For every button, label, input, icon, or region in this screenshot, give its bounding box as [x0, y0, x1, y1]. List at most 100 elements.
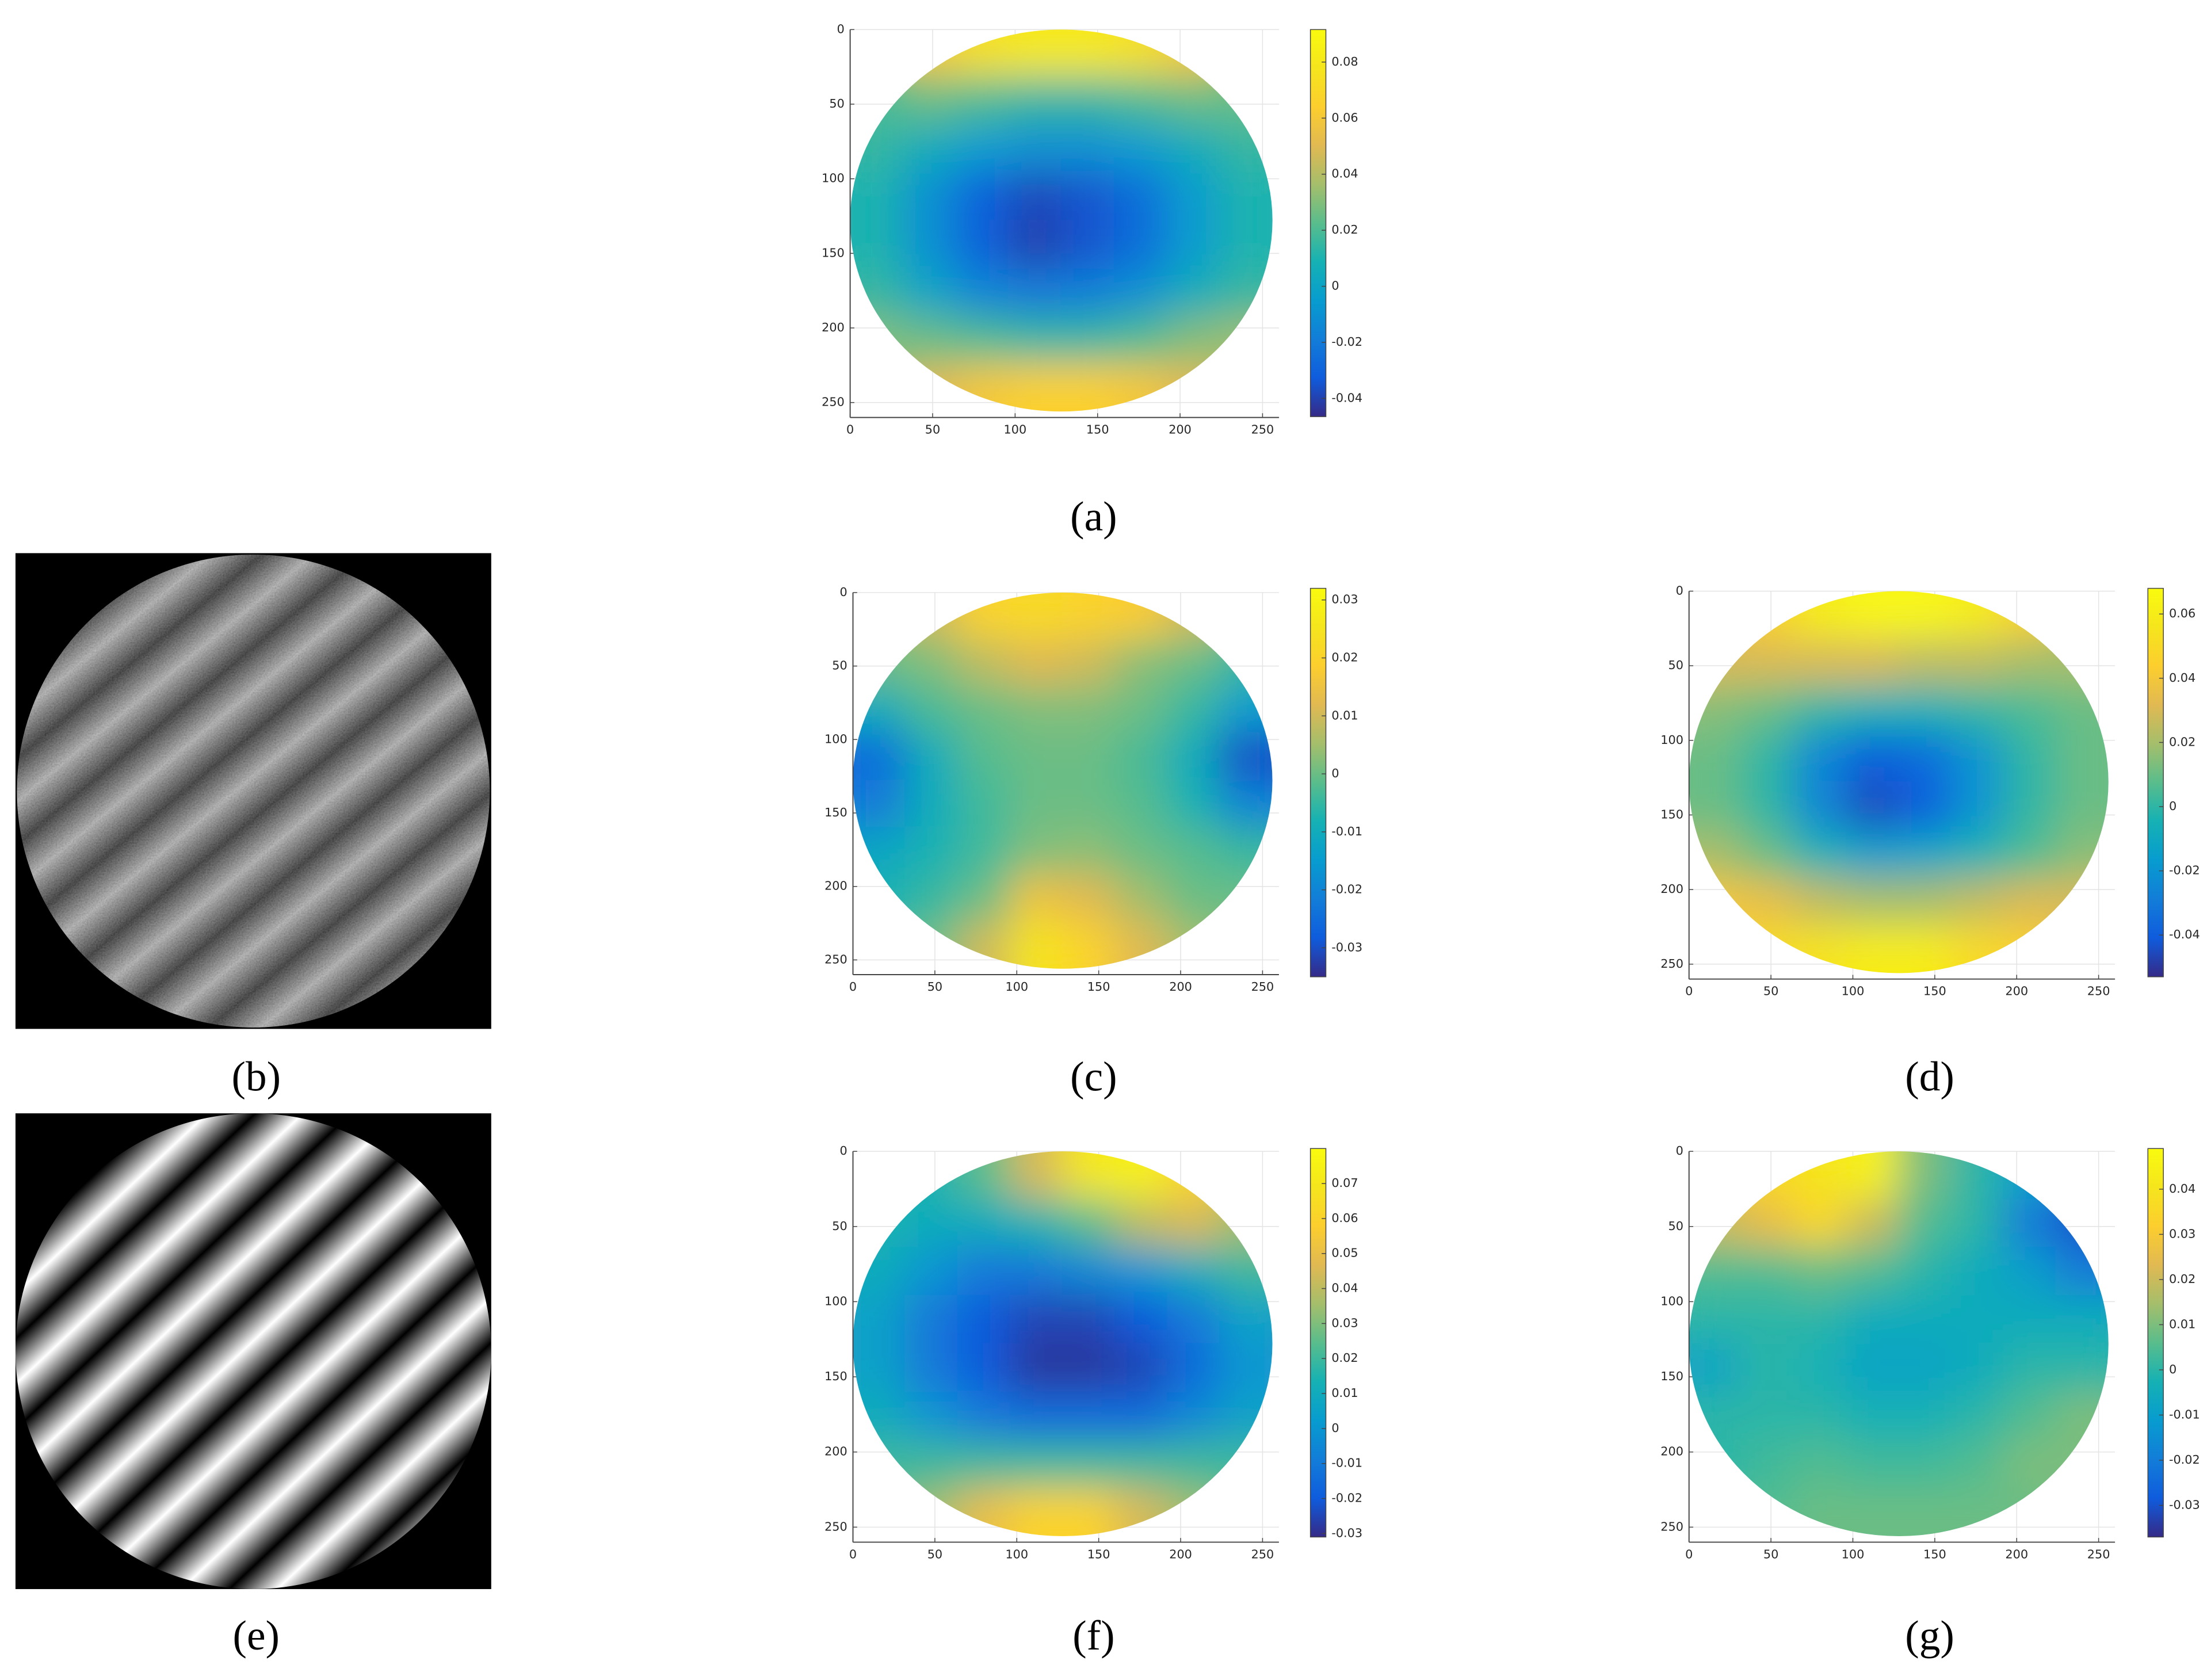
heatmap-cell [1007, 268, 1062, 317]
heatmap-cell [853, 639, 906, 688]
heatmap-cell [1689, 1439, 1743, 1489]
heatmap-cell [850, 124, 904, 174]
heatmap-cells [850, 29, 1273, 412]
y-tick-label: 150 [824, 1369, 847, 1383]
colorbar-tick-label: -0.02 [1331, 335, 1362, 349]
heatmap-cell [1167, 1391, 1221, 1441]
heatmap-cell [853, 1247, 906, 1297]
heatmap-cell [1007, 220, 1062, 269]
heatmap-cell [957, 732, 1011, 782]
heatmap-cell [1113, 77, 1168, 126]
x-tick-label: 250 [2087, 1547, 2110, 1561]
heatmap-cell [957, 1247, 1011, 1297]
heatmap-cell [1009, 732, 1064, 782]
x-tick-label: 200 [2005, 1547, 2028, 1561]
heatmap-cell [1950, 1295, 2004, 1345]
heatmap-cell [2055, 1439, 2109, 1489]
heatmap-cell [904, 1247, 959, 1297]
heatmap-cell [850, 220, 904, 269]
x-tick-label: 50 [927, 1547, 942, 1561]
heatmap-cell [853, 686, 906, 735]
heatmap-cell [957, 827, 1011, 876]
heatmap-cell [954, 77, 1010, 126]
heatmap-cell [1062, 1439, 1116, 1489]
heatmap-cell [1950, 734, 2004, 783]
heatmap-cell [1740, 1198, 1795, 1248]
heatmap-cell [2055, 877, 2109, 926]
heatmap-surface [853, 1151, 1273, 1536]
heatmap-cell [957, 1439, 1011, 1489]
heatmap-cell [1845, 1343, 1900, 1393]
heatmap-cell [1114, 592, 1169, 640]
heatmap-cell [1167, 1487, 1221, 1536]
colorbar-tick-label: -0.02 [1331, 883, 1362, 896]
y-tick-label: 0 [840, 1144, 847, 1158]
heatmap-cell [1009, 874, 1064, 923]
heatmap-cell [1689, 877, 1743, 926]
heatmap-cell [1167, 1295, 1221, 1345]
heatmap-cell [853, 1295, 906, 1345]
heatmap-cell [1950, 781, 2004, 831]
x-tick-label: 250 [1251, 1547, 1274, 1561]
colorbar-tick-label: 0.02 [1331, 223, 1358, 236]
y-tick-label: 0 [840, 585, 847, 599]
heatmap-cell [1740, 591, 1795, 640]
colorbar-tick-label: 0.06 [1331, 110, 1358, 124]
heatmap-cell [1950, 1343, 2004, 1393]
heatmap-cell [1740, 1295, 1795, 1345]
heatmap-cell [1219, 639, 1273, 688]
colorbar-tick-label: 0 [1331, 766, 1339, 780]
colorbar-tick-label: 0.05 [1331, 1246, 1358, 1260]
heatmap-cell [1166, 220, 1221, 269]
colorbar [2147, 587, 2164, 978]
heatmap-cell [902, 124, 957, 174]
heatmap-cell [1793, 1391, 1847, 1441]
heatmap-cell [1009, 686, 1064, 735]
heatmap-cell [1167, 780, 1221, 828]
heatmap-cell [1167, 686, 1221, 735]
heatmap-cell [1009, 921, 1064, 969]
heatmap-cell [904, 1198, 959, 1248]
heatmap-cell [1740, 734, 1795, 783]
heatmap-cell [902, 77, 957, 126]
fringe-image-b [15, 553, 491, 1029]
heatmap-cell [904, 1295, 959, 1345]
heatmap-cell [1845, 1295, 1900, 1345]
heatmap-cell [1167, 1151, 1221, 1200]
y-tick-label: 250 [824, 1519, 847, 1533]
colorbar-tick-label: 0.07 [1331, 1176, 1358, 1190]
heatmap-cell [1060, 77, 1115, 126]
y-tick-label: 150 [822, 246, 845, 259]
x-tick-label: 150 [1086, 423, 1109, 437]
y-tick-label: 0 [1676, 583, 1683, 597]
colorbar-tick-label: 0.02 [1331, 651, 1358, 665]
heatmap-cell [2055, 638, 2109, 688]
heatmap-cell [1845, 1198, 1900, 1248]
heatmap-cell [1793, 638, 1847, 688]
heatmap-cell [1219, 124, 1273, 174]
heatmap-cells [1689, 1151, 2109, 1536]
heatmap-cell [957, 1198, 1011, 1248]
heatmap-cell [1793, 1247, 1847, 1297]
x-tick-label: 0 [849, 1547, 857, 1561]
heatmap-cell [1062, 732, 1116, 782]
heatmap-cell [904, 592, 959, 640]
heatmap-cell [1114, 732, 1169, 782]
heatmap-cell [902, 172, 957, 222]
heatmap-cell [1166, 77, 1221, 126]
heatmap-cell [1689, 781, 1743, 831]
heatmap-cell [902, 315, 957, 365]
colorbar-tick-label: 0 [1331, 1421, 1339, 1435]
heatmap-cell [1113, 363, 1168, 412]
heatmap-cell [1740, 1247, 1795, 1297]
heatmap-cell [853, 1439, 906, 1489]
heatmap-cell [1009, 780, 1064, 828]
heatmap-cell [1062, 874, 1116, 923]
heatmap-cell [1845, 1391, 1900, 1441]
heatmap-cell [1897, 591, 1952, 640]
y-tick-label: 100 [822, 171, 845, 185]
x-tick-label: 200 [1169, 980, 1192, 994]
y-tick-label: 250 [824, 952, 847, 966]
x-tick-label: 0 [1685, 984, 1693, 998]
